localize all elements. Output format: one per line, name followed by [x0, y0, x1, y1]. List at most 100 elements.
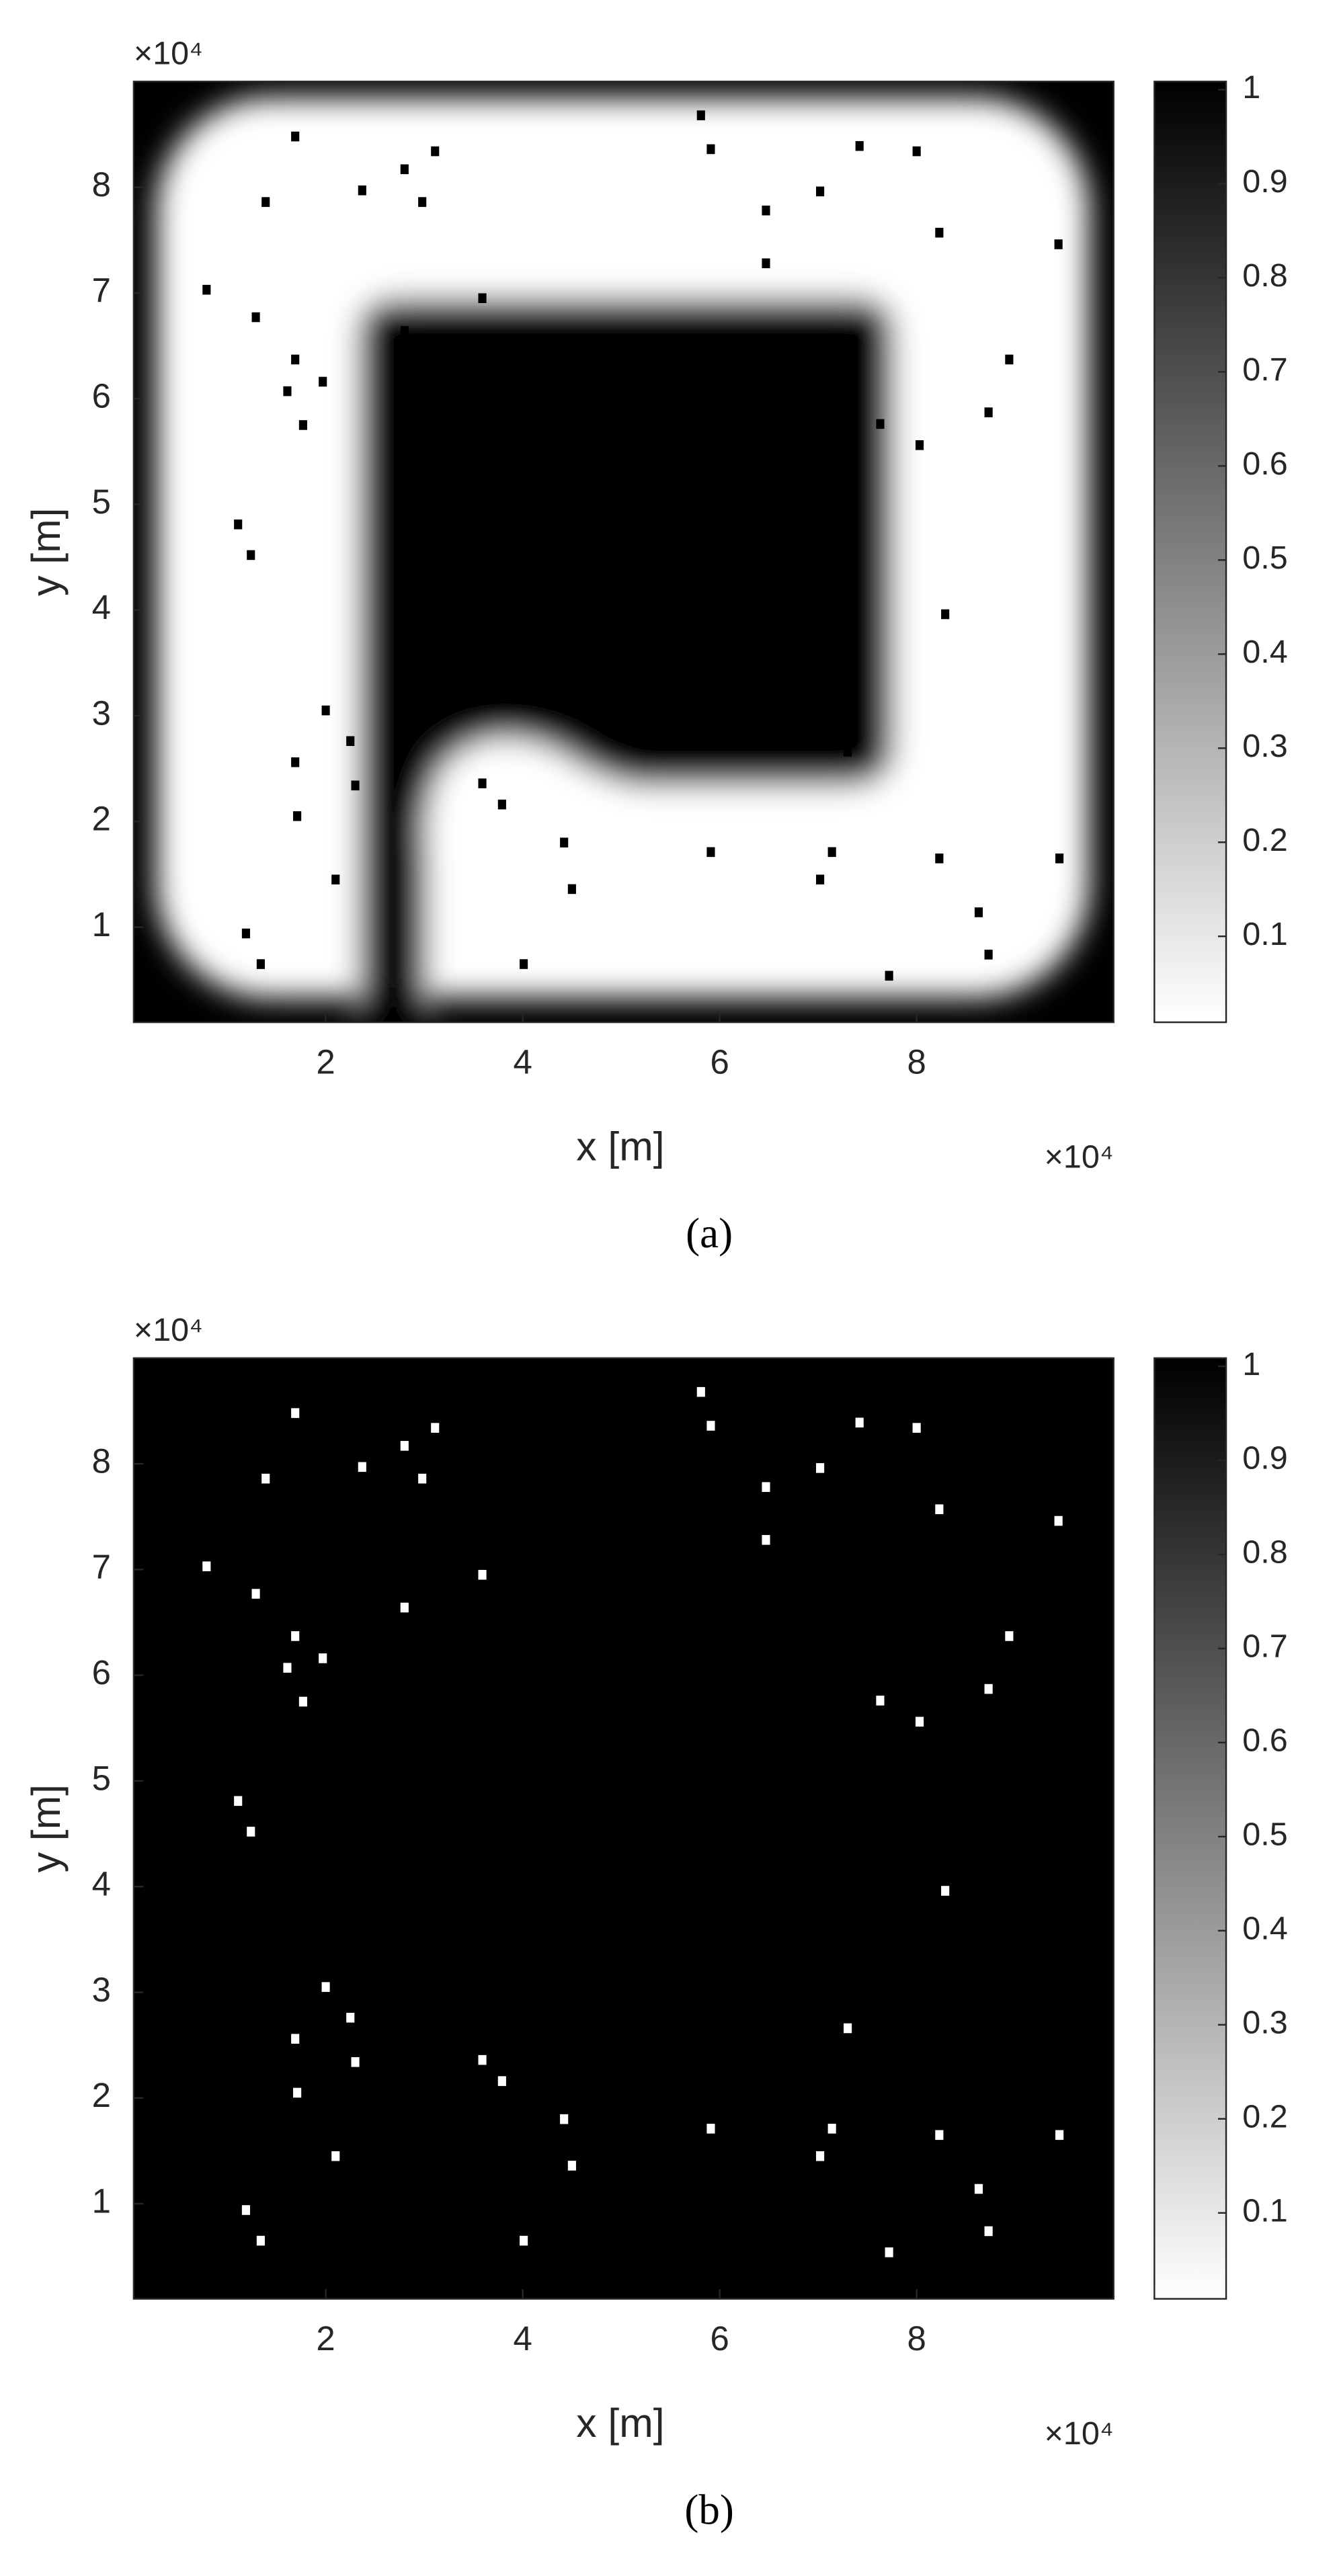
obstacle — [351, 2057, 360, 2067]
obstacle — [291, 1408, 300, 1418]
colorbar-tick-label: 0.6 — [1242, 446, 1287, 482]
obstacle — [291, 757, 300, 767]
y-tick-label: 3 — [92, 694, 111, 732]
obstacle — [876, 419, 885, 429]
x-tick-label: 4 — [513, 1043, 532, 1081]
x-tick-label: 4 — [513, 2319, 532, 2358]
y-exponent: ×10⁴ — [134, 35, 203, 71]
obstacle — [560, 2114, 569, 2124]
obstacle — [256, 2235, 265, 2246]
colorbar-tick-label: 0.3 — [1242, 2005, 1287, 2041]
obstacle — [431, 146, 440, 157]
obstacle — [202, 1561, 211, 1571]
obstacle — [358, 1462, 366, 1472]
obstacle — [1054, 239, 1063, 249]
obstacle — [706, 2124, 715, 2134]
colorbar-tick-label: 1 — [1242, 1346, 1260, 1382]
obstacle — [431, 1423, 440, 1433]
obstacle — [912, 146, 921, 157]
obstacle — [251, 1589, 260, 1599]
y-tick-label: 5 — [92, 483, 111, 521]
obstacle — [706, 1421, 715, 1431]
obstacle — [816, 874, 825, 885]
obstacle — [1055, 854, 1064, 864]
obstacle — [298, 420, 307, 430]
obstacle — [241, 928, 250, 939]
obstacle — [321, 1982, 330, 1992]
obstacle — [935, 2130, 944, 2141]
obstacle — [261, 1473, 270, 1484]
y-tick-label: 2 — [92, 800, 111, 838]
obstacle — [298, 1696, 307, 1707]
y-tick-label: 7 — [92, 1548, 111, 1586]
obstacle — [478, 293, 487, 303]
obstacle — [400, 1602, 409, 1613]
colorbar-tick-label: 0.8 — [1242, 1534, 1287, 1571]
x-axis-label: x [m] — [576, 1123, 664, 1169]
y-tick-label: 7 — [92, 271, 111, 309]
obstacle — [974, 2184, 983, 2194]
obstacle — [319, 1653, 327, 1663]
y-tick-label: 1 — [92, 2182, 111, 2220]
obstacle — [855, 1417, 864, 1428]
obstacle — [478, 1569, 487, 1580]
obstacle — [283, 386, 292, 397]
obstacle — [478, 778, 487, 788]
obstacle — [696, 110, 705, 120]
obstacle — [915, 440, 924, 450]
obstacle — [915, 1716, 924, 1727]
panel-a-image — [133, 81, 1114, 1023]
obstacle — [762, 1482, 770, 1492]
colorbar-tick-label: 0.1 — [1242, 916, 1287, 952]
obstacle — [984, 950, 993, 960]
y-exponent: ×10⁴ — [134, 1312, 203, 1348]
colorbar-tick-label: 0.9 — [1242, 163, 1287, 200]
y-tick-label: 5 — [92, 1759, 111, 1797]
obstacle — [1005, 354, 1014, 365]
obstacle — [855, 140, 864, 151]
obstacle — [984, 407, 993, 417]
obstacle — [291, 1631, 300, 1641]
obstacle — [567, 2161, 576, 2171]
obstacle — [247, 1827, 255, 1837]
obstacle — [321, 705, 330, 716]
obstacle — [816, 2151, 825, 2161]
obstacle — [331, 2151, 340, 2161]
colorbar-tick-label: 0.4 — [1242, 634, 1287, 670]
colorbar-tick-label: 0.8 — [1242, 257, 1287, 294]
obstacle — [706, 144, 715, 155]
obstacle — [876, 1696, 885, 1706]
obstacle — [234, 1796, 243, 1806]
obstacle — [291, 354, 300, 365]
colorbar — [1153, 1357, 1227, 2300]
caption: (a) — [686, 1210, 733, 1257]
obstacle — [251, 312, 260, 323]
x-exponent: ×10⁴ — [1045, 2415, 1114, 2452]
colorbar-tick-label: 0.2 — [1242, 822, 1287, 858]
obstacle — [418, 1473, 427, 1484]
obstacle — [560, 837, 569, 847]
obstacle — [400, 164, 409, 175]
obstacle — [293, 811, 302, 821]
obstacle — [912, 1423, 921, 1433]
x-tick-label: 2 — [316, 1043, 335, 1081]
obstacle — [291, 2034, 300, 2044]
x-tick-label: 8 — [907, 1043, 926, 1081]
obstacle — [497, 799, 506, 810]
y-tick-label: 4 — [92, 588, 111, 626]
obstacle — [202, 284, 211, 295]
y-tick-label: 8 — [92, 165, 111, 204]
x-tick-label: 6 — [710, 1043, 729, 1081]
obstacle — [885, 2247, 893, 2257]
colorbar-tick-label: 0.9 — [1242, 1440, 1287, 1477]
obstacle — [400, 1441, 409, 1451]
colorbar-tick-label: 0.7 — [1242, 351, 1287, 388]
obstacle — [827, 847, 836, 858]
colorbar-tick-label: 1 — [1242, 69, 1260, 106]
obstacle — [241, 2205, 250, 2215]
obstacle — [816, 1463, 825, 1473]
obstacle — [816, 186, 825, 197]
x-tick-label: 2 — [316, 2319, 335, 2358]
